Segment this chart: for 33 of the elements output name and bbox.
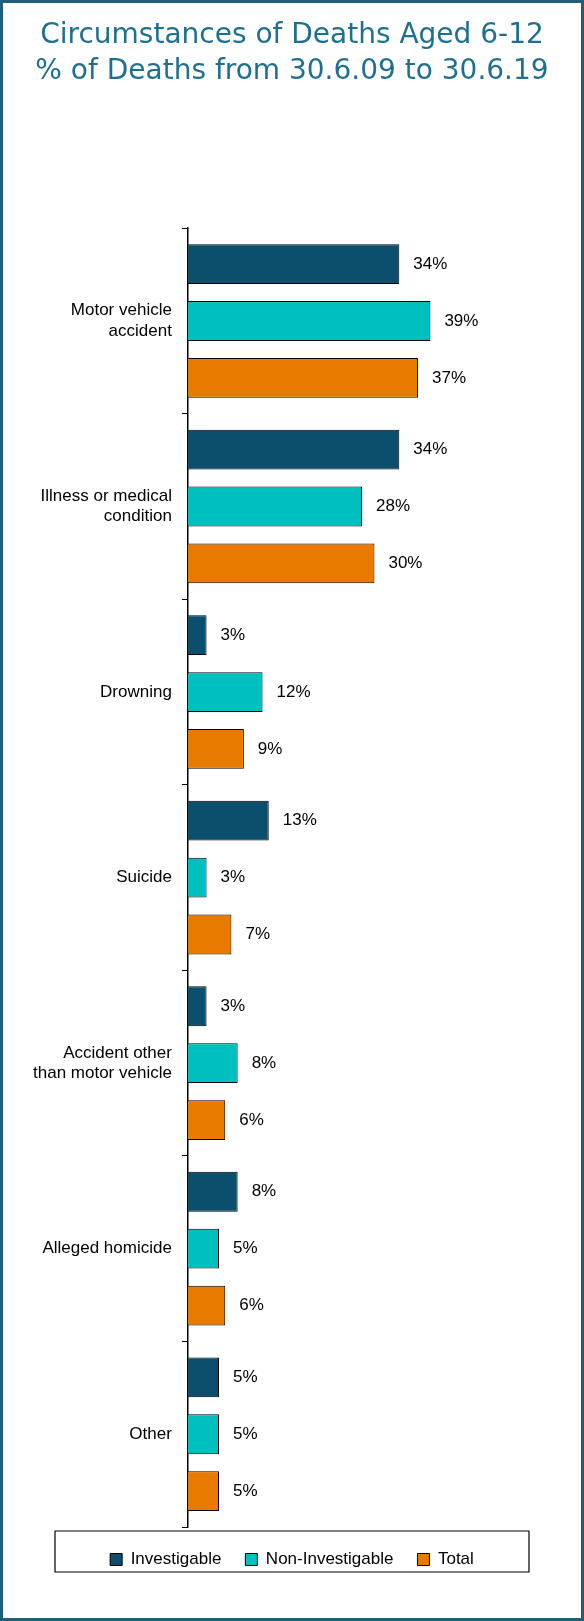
- data-label: 13%: [282, 810, 317, 830]
- y-tick-label: Alleged homicide: [42, 1238, 172, 1258]
- data-label: 28%: [376, 496, 411, 516]
- legend-label: Non-Investigable: [265, 1549, 394, 1569]
- y-tick-label: Illness or medical condition: [40, 486, 172, 526]
- data-label: 34%: [413, 439, 448, 459]
- y-tick-label: Other: [129, 1423, 173, 1443]
- data-label: 3%: [220, 867, 246, 887]
- data-label: 7%: [245, 924, 271, 944]
- data-label: 5%: [233, 1480, 258, 1500]
- data-label: 34%: [413, 253, 448, 273]
- data-label: 39%: [444, 310, 479, 330]
- legend-label: Total: [437, 1549, 474, 1569]
- data-label: 3%: [220, 995, 246, 1015]
- data-label: 9%: [257, 738, 283, 758]
- y-tick-label: Accident other than motor vehicle: [33, 1042, 173, 1083]
- data-label: 5%: [233, 1238, 258, 1258]
- y-tick-label: Motor vehicle accident: [70, 300, 173, 340]
- data-label: 30%: [388, 553, 423, 573]
- y-tick-label: Suicide: [116, 867, 172, 887]
- chart-subtitle: % of Deaths from 30.6.09 to 30.6.19: [35, 52, 549, 86]
- data-label: 12%: [276, 681, 311, 701]
- chart-title: Circumstances of Deaths Aged 6-12: [40, 17, 544, 51]
- data-label: 3%: [220, 624, 246, 644]
- legend-label: Investigable: [130, 1549, 222, 1569]
- y-tick-label: Drowning: [100, 681, 172, 701]
- data-label: 8%: [251, 1052, 277, 1072]
- data-label: 37%: [431, 367, 467, 387]
- data-label: 6%: [239, 1295, 264, 1315]
- data-label: 5%: [233, 1367, 258, 1387]
- data-label: 8%: [251, 1181, 277, 1201]
- data-label: 5%: [233, 1423, 258, 1443]
- data-label: 6%: [239, 1109, 264, 1129]
